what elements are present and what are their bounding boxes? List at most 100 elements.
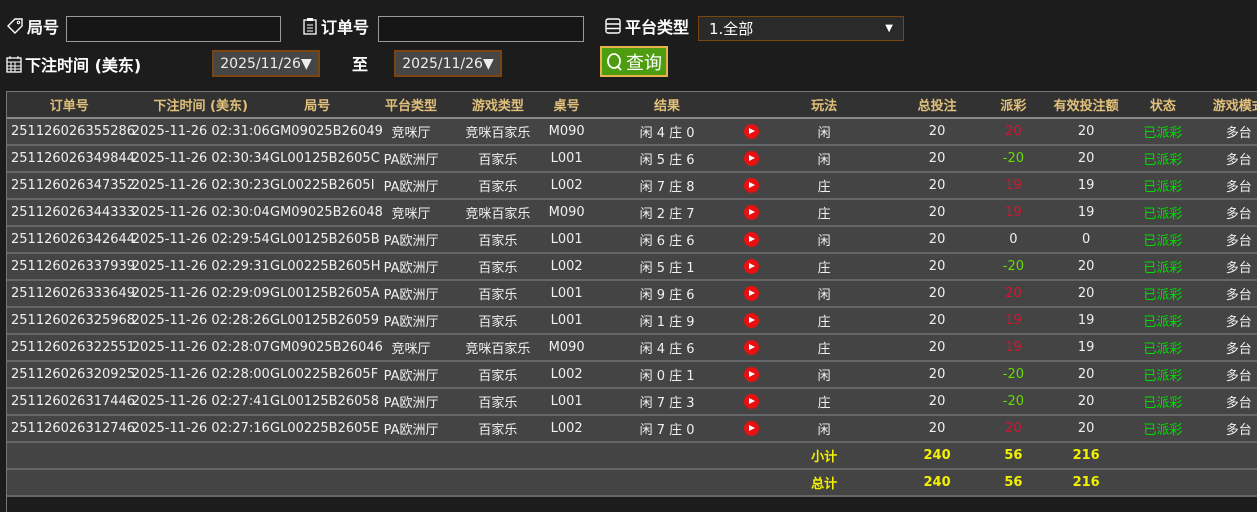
order-id-cell: 251126026355286: [7, 118, 135, 146]
play-video-icon[interactable]: [743, 367, 759, 382]
empty-cell: [538, 469, 596, 497]
play-video-icon[interactable]: [743, 232, 759, 247]
bet-option-cell: 闲: [763, 361, 885, 389]
time-label: 下注时间 (美东): [6, 52, 141, 76]
result-cell: 闲 7 庄 8: [595, 172, 739, 200]
payout-cell: 20: [989, 118, 1037, 146]
table-row[interactable]: 251126026355286 2025-11-26 02:31:06 GM0902…: [7, 118, 1257, 146]
game-type-cell: 百家乐: [457, 253, 539, 281]
column-header: 下注时间 (美东): [131, 92, 271, 119]
replay-cell: [738, 199, 764, 227]
play-video-icon[interactable]: [743, 313, 759, 328]
order-id-cell: 251126026333649: [7, 280, 135, 308]
game-type-cell: 百家乐: [457, 415, 539, 443]
round-id-cell: GL00125B2605A: [270, 280, 380, 308]
table-row[interactable]: 251126026333649 2025-11-26 02:29:09 GL0012…: [7, 280, 1257, 308]
replay-cell: [738, 280, 764, 308]
play-video-icon[interactable]: [743, 124, 759, 139]
bet-option-cell: 庄: [763, 334, 885, 362]
subtotal-label: 小计: [763, 442, 885, 470]
bet-records-table: 订单号 下注时间 (美东) 局号 平台类型 游戏类型 桌号 结果 玩法 总投注 派彩 有效投注额 状态…: [6, 91, 1257, 512]
table-id-cell: L001: [538, 280, 596, 308]
status-cell: 已派彩: [1135, 388, 1191, 416]
table-row[interactable]: 251126026344333 2025-11-26 02:30:04 GM0902…: [7, 199, 1257, 227]
column-header: 桌号: [538, 92, 596, 119]
platform-select[interactable]: 1.全部 ▼: [698, 16, 904, 41]
payout-cell: 19: [989, 172, 1037, 200]
column-header: 派彩: [989, 92, 1037, 119]
empty-cell: [595, 469, 739, 497]
table-row[interactable]: 251126026342644 2025-11-26 02:29:54 GL0012…: [7, 226, 1257, 254]
play-video-icon[interactable]: [743, 151, 759, 166]
table-row[interactable]: 251126026312746 2025-11-26 02:27:16 GL0022…: [7, 415, 1257, 443]
play-video-icon[interactable]: [743, 178, 759, 193]
play-video-icon[interactable]: [743, 340, 759, 355]
date-from-picker[interactable]: 2025/11/26▼: [212, 50, 320, 77]
replay-cell: [738, 226, 764, 254]
date-to-picker[interactable]: 2025/11/26▼: [394, 50, 502, 77]
payout-cell: 20: [989, 280, 1037, 308]
game-type-cell: 百家乐: [457, 226, 539, 254]
play-video-icon[interactable]: [743, 286, 759, 301]
query-button[interactable]: 查询: [600, 46, 668, 77]
platform-cell: PA欧洲厅: [364, 388, 458, 416]
platform-cell: PA欧洲厅: [364, 415, 458, 443]
search-icon: [607, 52, 622, 71]
game-mode-cell: 多台: [1190, 226, 1257, 254]
empty-cell: [457, 469, 539, 497]
valid-bet-cell: 19: [1036, 199, 1136, 227]
payout-cell: -20: [989, 361, 1037, 389]
empty-cell: [131, 442, 271, 470]
bet-option-cell: 闲: [763, 280, 885, 308]
order-id-cell: 251126026320925: [7, 361, 135, 389]
platform-cell: PA欧洲厅: [364, 145, 458, 173]
table-id-cell: M090: [538, 334, 596, 362]
game-mode-cell: 多台: [1190, 307, 1257, 335]
play-video-icon[interactable]: [743, 421, 759, 436]
valid-bet-cell: 20: [1036, 415, 1136, 443]
table-row[interactable]: 251126026349844 2025-11-26 02:30:34 GL0012…: [7, 145, 1257, 173]
status-cell: 已派彩: [1135, 172, 1191, 200]
payout-cell: 19: [989, 199, 1037, 227]
play-video-icon[interactable]: [743, 205, 759, 220]
table-id-cell: L001: [538, 307, 596, 335]
round-id-cell: GL00125B2605B: [270, 226, 380, 254]
total-bet-cell: 20: [884, 280, 990, 308]
game-mode-cell: 多台: [1190, 280, 1257, 308]
column-header: 玩法: [763, 92, 885, 119]
table-row[interactable]: 251126026347352 2025-11-26 02:30:23 GL0022…: [7, 172, 1257, 200]
table-row[interactable]: 251126026320925 2025-11-26 02:28:00 GL0022…: [7, 361, 1257, 389]
bet-option-cell: 闲: [763, 118, 885, 146]
round-id-cell: GM09025B26048: [270, 199, 383, 227]
game-type-cell: 百家乐: [457, 172, 539, 200]
table-row[interactable]: 251126026317446 2025-11-26 02:27:41 GL0012…: [7, 388, 1257, 416]
game-type-cell: 竞咪百家乐: [457, 334, 539, 362]
column-header: 游戏类型: [457, 92, 539, 119]
table-row[interactable]: 251126026325968 2025-11-26 02:28:26 GL0012…: [7, 307, 1257, 335]
game-mode-cell: 多台: [1190, 145, 1257, 173]
replay-cell: [738, 118, 764, 146]
table-id-cell: M090: [538, 118, 596, 146]
valid-bet-cell: 20: [1036, 118, 1136, 146]
status-cell: 已派彩: [1135, 253, 1191, 281]
round-id-cell: GL00225B2605F: [270, 361, 378, 389]
order-input[interactable]: [378, 16, 584, 42]
status-cell: 已派彩: [1135, 361, 1191, 389]
table-row[interactable]: 251126026322551 2025-11-26 02:28:07 GM0902…: [7, 334, 1257, 362]
platform-cell: 竞咪厅: [364, 199, 458, 227]
subtotal-payout: 56: [989, 442, 1037, 470]
table-id-cell: L001: [538, 145, 596, 173]
round-id-cell: GL00125B26058: [270, 388, 379, 416]
order-id-cell: 251126026317446: [7, 388, 135, 416]
bet-option-cell: 庄: [763, 199, 885, 227]
column-header: 状态: [1135, 92, 1191, 119]
play-video-icon[interactable]: [743, 259, 759, 274]
payout-cell: 19: [989, 307, 1037, 335]
play-video-icon[interactable]: [743, 394, 759, 409]
table-id-cell: L002: [538, 253, 596, 281]
empty-cell: [7, 442, 132, 470]
round-input[interactable]: [66, 16, 281, 42]
bet-option-cell: 庄: [763, 172, 885, 200]
table-row[interactable]: 251126026337939 2025-11-26 02:29:31 GL0022…: [7, 253, 1257, 281]
result-cell: 闲 6 庄 6: [595, 226, 739, 254]
